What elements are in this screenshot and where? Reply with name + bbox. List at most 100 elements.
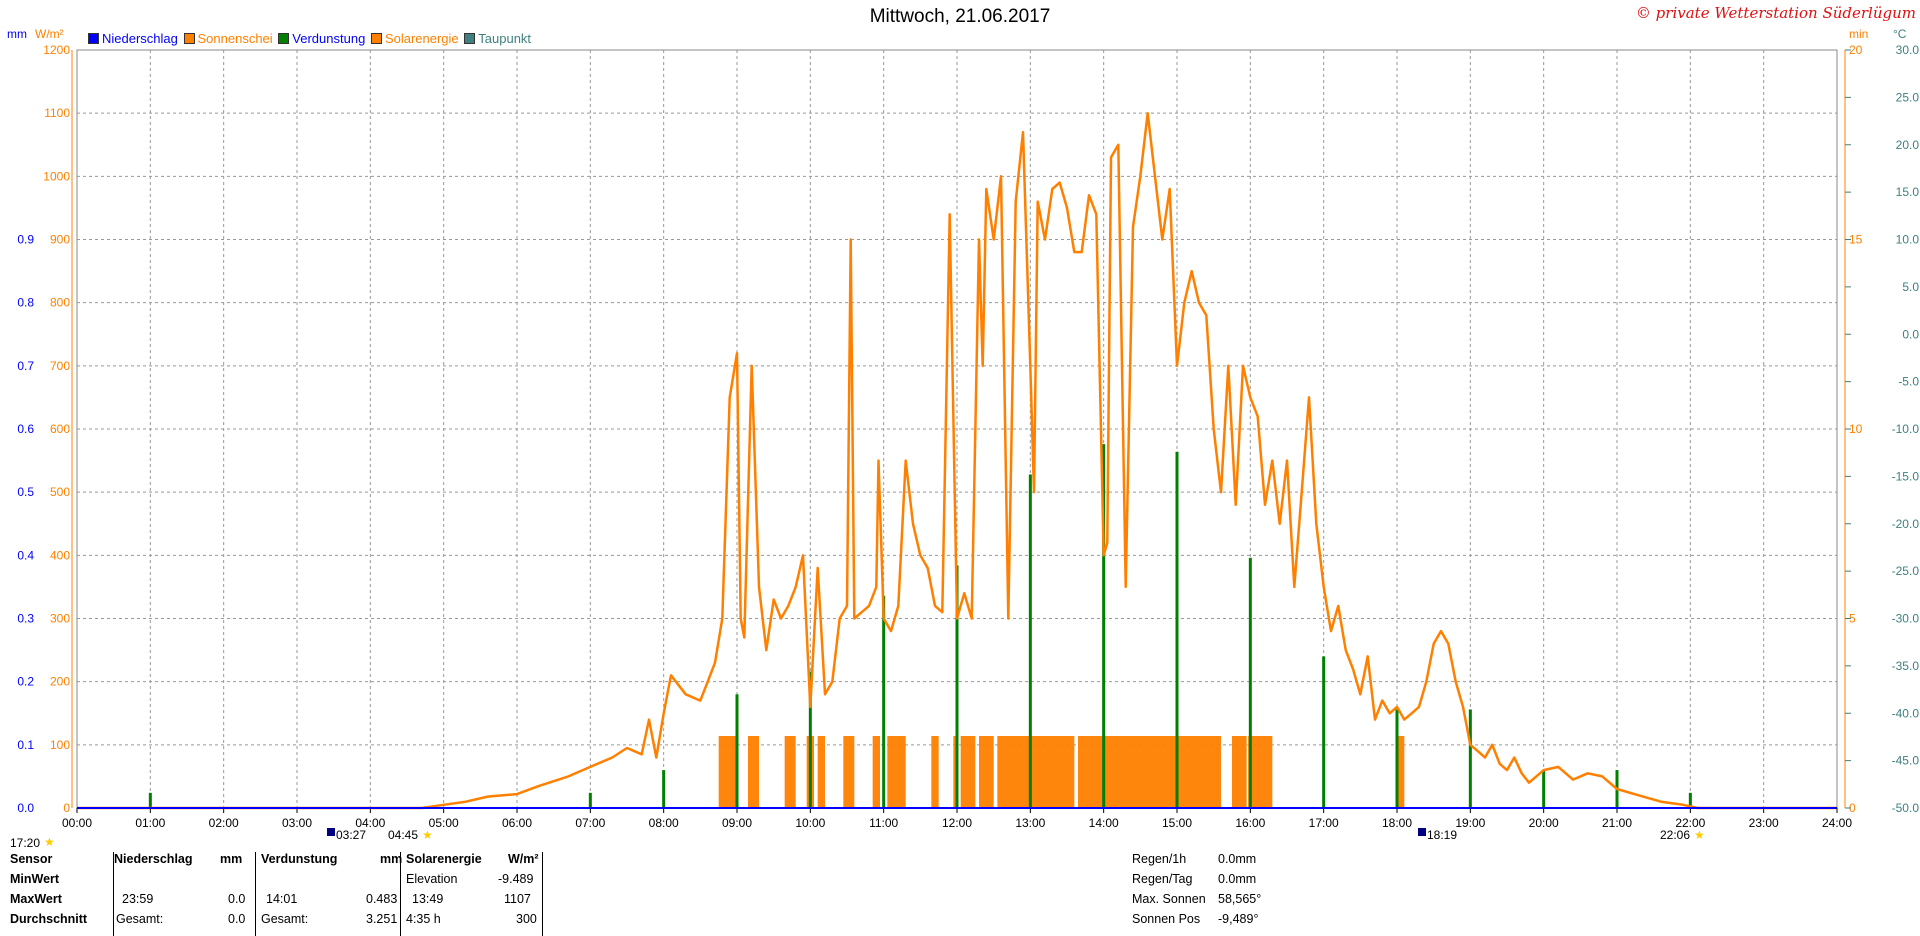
- info-header-solarenergie: Solarenergie: [406, 852, 482, 866]
- right-info-label: Regen/1h: [1132, 852, 1187, 866]
- x-tick-label: 23:00: [1749, 816, 1779, 830]
- evaporation-bar: [1028, 474, 1032, 808]
- w-tick-label: 400: [50, 548, 70, 562]
- left-axis-unit-w: W/m²: [35, 27, 64, 41]
- legend-label: Niederschlag: [102, 31, 178, 46]
- mm-tick-label: 0.6: [17, 422, 34, 436]
- dawn-icon: [327, 828, 335, 836]
- x-tick-label: 13:00: [1015, 816, 1045, 830]
- mm-tick-label: 0.3: [17, 612, 34, 626]
- info-cell: 13:49: [412, 892, 444, 906]
- mm-tick-label: 0.4: [17, 548, 34, 562]
- info-cell: 0.483: [366, 892, 398, 906]
- moon-icon: ★: [44, 835, 55, 849]
- sunshine-bar: [1248, 735, 1273, 808]
- w-tick-label: 1000: [43, 169, 70, 183]
- evaporation-bar: [1688, 792, 1692, 808]
- x-tick-label: 03:00: [282, 816, 312, 830]
- legend-item-niederschlag[interactable]: Niederschlag: [88, 31, 178, 46]
- c-tick-label: -15.0: [1892, 469, 1920, 483]
- mm-tick-label: 0.1: [17, 738, 34, 752]
- x-tick-label: 04:00: [355, 816, 385, 830]
- x-tick-label: 02:00: [209, 816, 239, 830]
- x-tick-label: 11:00: [869, 816, 898, 830]
- x-tick-label: 09:00: [722, 816, 752, 830]
- x-tick-label: 10:00: [795, 816, 825, 830]
- info-cell: Gesamt:: [261, 912, 309, 926]
- min-tick-label: 15: [1849, 233, 1863, 247]
- right-info-value: 0.0mm: [1218, 872, 1257, 886]
- x-tick-label: 01:00: [135, 816, 165, 830]
- legend-label: Sonnenschei: [197, 31, 273, 46]
- sunshine-bar: [784, 735, 796, 808]
- evaporation-bar: [1542, 770, 1546, 808]
- legend-item-verdunstung[interactable]: Verdunstung: [278, 31, 365, 46]
- sunshine-bar: [931, 735, 939, 808]
- sunset-icon: ★: [1694, 828, 1705, 842]
- legend-item-sonnenschein[interactable]: Sonnenschei: [183, 31, 273, 46]
- c-tick-label: 25.0: [1896, 90, 1920, 104]
- mm-tick-label: 0.2: [17, 675, 34, 689]
- w-tick-label: 1100: [44, 106, 70, 120]
- sunshine-bar: [872, 735, 880, 808]
- sunshine-bar: [1232, 735, 1247, 808]
- x-tick-label: 21:00: [1602, 816, 1632, 830]
- info-divider: [255, 852, 256, 936]
- w-tick-label: 0: [63, 801, 70, 815]
- legend-label: Verdunstung: [292, 31, 366, 46]
- marker-moonset-label: 17:20: [10, 836, 40, 850]
- info-cell: 0.0: [228, 892, 246, 906]
- info-divider: [113, 852, 114, 936]
- evaporation-bar: [735, 694, 739, 808]
- legend-label: Solarenergie: [384, 31, 459, 46]
- right-info-value: -9,489°: [1218, 912, 1259, 926]
- c-tick-label: -30.0: [1892, 612, 1920, 626]
- w-tick-label: 800: [50, 296, 70, 310]
- c-tick-label: -45.0: [1892, 754, 1920, 768]
- marker-sunrise-label: 04:45: [388, 828, 418, 842]
- sunshine-bar: [887, 735, 906, 808]
- legend-swatch: [370, 33, 382, 44]
- info-cell: 23:59: [122, 892, 154, 906]
- info-cell: -9.489: [498, 872, 534, 886]
- x-tick-label: 06:00: [502, 816, 532, 830]
- w-tick-label: 200: [50, 675, 70, 689]
- right-info-value: 0.0mm: [1218, 852, 1257, 866]
- x-tick-label: 00:00: [62, 816, 92, 830]
- w-tick-label: 600: [50, 422, 70, 436]
- c-tick-label: -20.0: [1892, 517, 1920, 531]
- c-tick-label: -5.0: [1898, 375, 1919, 389]
- info-header-sensor: Sensor: [10, 852, 53, 866]
- w-tick-label: 1200: [43, 43, 70, 57]
- sunshine-bar: [997, 735, 1075, 808]
- sunshine-bar: [718, 735, 737, 808]
- evaporation-bar: [808, 671, 812, 808]
- c-tick-label: -35.0: [1892, 659, 1920, 673]
- legend-item-solarenergie[interactable]: Solarenergie: [370, 31, 459, 46]
- c-tick-label: 10.0: [1896, 233, 1920, 247]
- solar-energy-line: [77, 111, 1837, 810]
- info-header-mm2: mm: [380, 852, 403, 866]
- x-tick-label: 14:00: [1089, 816, 1119, 830]
- marker-dusk-label: 18:19: [1427, 828, 1457, 842]
- sunshine-bar: [979, 735, 994, 808]
- w-tick-label: 900: [50, 233, 70, 247]
- chart-title: Mittwoch, 21.06.2017: [869, 6, 1051, 27]
- info-cell: Gesamt:: [116, 912, 164, 926]
- marker-sunset-label: 22:06: [1660, 828, 1690, 842]
- sunshine-bar: [960, 735, 976, 808]
- evaporation-bar: [882, 595, 886, 808]
- c-tick-label: 5.0: [1902, 280, 1919, 294]
- mm-tick-label: 0.7: [17, 359, 34, 373]
- w-tick-label: 700: [50, 359, 70, 373]
- legend-swatch: [88, 33, 99, 44]
- c-tick-label: 0.0: [1902, 327, 1919, 341]
- evaporation-bar: [1322, 656, 1326, 808]
- min-tick-label: 5: [1849, 612, 1856, 626]
- evaporation-bar: [148, 792, 152, 808]
- legend-item-taupunkt[interactable]: Taupunkt: [464, 31, 531, 46]
- legend-swatch: [278, 33, 290, 44]
- x-tick-label: 19:00: [1455, 816, 1485, 830]
- c-tick-label: -50.0: [1892, 801, 1920, 815]
- evaporation-bar: [1175, 451, 1179, 808]
